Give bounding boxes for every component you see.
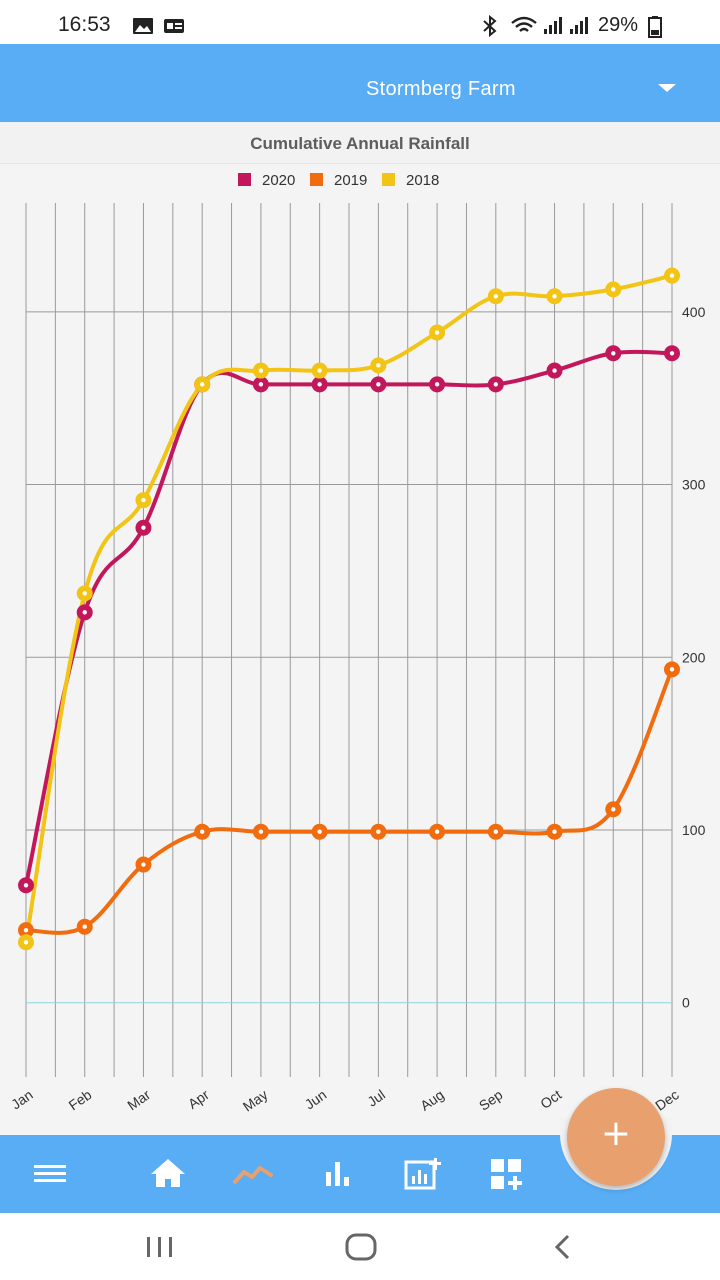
bar-chart-icon[interactable]	[314, 1150, 362, 1198]
legend-label-2020: 2020	[262, 172, 295, 189]
add-dashboard-icon[interactable]	[484, 1150, 532, 1198]
data-point-center	[23, 883, 29, 888]
data-point-center	[493, 294, 499, 299]
legend-label-2019: 2019	[334, 172, 367, 189]
app-header: Stormberg Farm	[0, 44, 720, 122]
signal-icon	[544, 17, 562, 34]
data-point-center	[376, 382, 381, 387]
x-tick-label: Apr	[185, 1086, 212, 1112]
legend-swatch-2020	[238, 173, 251, 186]
data-point-center	[493, 829, 499, 834]
data-point-center	[141, 497, 146, 503]
data-point-center	[23, 927, 29, 933]
x-tick-label: Mar	[124, 1086, 153, 1113]
status-bar: 16:53 29%	[0, 0, 720, 44]
legend-swatch-2019	[310, 173, 323, 186]
x-tick-label: Sep	[476, 1086, 506, 1114]
y-tick-label: 200	[682, 649, 706, 665]
data-point-center	[669, 667, 675, 672]
series-line-2019	[25, 668, 674, 935]
home-icon[interactable]	[144, 1150, 192, 1198]
y-tick-label: 0	[682, 995, 690, 1011]
data-point-center	[611, 351, 616, 356]
x-tick-label: Aug	[417, 1086, 447, 1113]
data-point-center	[434, 829, 440, 834]
x-tick-label: Jan	[8, 1086, 36, 1112]
data-point-center	[199, 829, 205, 834]
data-point-center	[23, 940, 29, 945]
status-time: 16:53	[58, 13, 111, 36]
data-point-center	[258, 368, 264, 373]
data-point-center	[434, 382, 440, 387]
data-point-center	[141, 525, 146, 530]
data-point-center	[141, 862, 146, 867]
data-point-center	[611, 807, 616, 812]
chart-card	[0, 163, 720, 1136]
x-tick-label: May	[240, 1086, 271, 1114]
add-record-button[interactable]: +	[567, 1088, 665, 1186]
farm-selector[interactable]: Stormberg Farm	[366, 78, 516, 100]
battery-icon	[648, 16, 662, 38]
data-point-center	[376, 829, 381, 834]
data-point-center	[493, 382, 499, 387]
recent-apps-icon[interactable]	[143, 1233, 177, 1261]
bluetooth-icon	[483, 15, 497, 37]
legend-label-2018: 2018	[406, 172, 439, 189]
data-point-center	[552, 368, 557, 373]
data-point-center	[552, 294, 557, 299]
data-point-center	[82, 591, 87, 596]
data-point-center	[258, 382, 264, 387]
series-points	[18, 267, 680, 951]
menu-icon[interactable]	[26, 1150, 74, 1198]
chart-title: Cumulative Annual Rainfall	[250, 134, 470, 153]
y-tick-label: 300	[682, 477, 706, 493]
x-tick-label: Jun	[302, 1086, 330, 1112]
line-chart-icon[interactable]	[229, 1150, 277, 1198]
wifi-icon	[511, 16, 537, 32]
legend-swatch-2018	[382, 173, 395, 186]
home-nav-icon[interactable]	[343, 1231, 379, 1263]
chart-legend: 2020 2019 2018	[238, 172, 439, 189]
data-point-center	[611, 287, 616, 292]
data-point-center	[199, 382, 205, 387]
add-chart-icon[interactable]	[399, 1150, 447, 1198]
data-point-center	[258, 829, 264, 834]
rainfall-chart: 2020 2019 2018 0 100 200 300 400 Jan Feb Mar Apr M…	[8, 172, 706, 1115]
data-point-center	[669, 351, 675, 356]
back-icon[interactable]	[548, 1233, 576, 1261]
data-point-center	[82, 924, 87, 929]
signal-icon-2	[570, 17, 588, 34]
gallery-icon	[133, 18, 153, 34]
x-tick-label: Jul	[364, 1086, 388, 1109]
system-nav-bar	[0, 1213, 720, 1280]
data-point-center	[669, 273, 675, 278]
y-tick-label: 100	[682, 822, 706, 838]
data-point-center	[82, 610, 87, 615]
x-tick-label: Oct	[537, 1086, 564, 1112]
y-axis-ticks: 0 100 200 300 400	[682, 304, 706, 1011]
data-point-center	[317, 368, 322, 373]
x-tick-label: Feb	[66, 1086, 95, 1113]
notification-icon	[164, 19, 184, 33]
chevron-down-icon[interactable]	[658, 84, 676, 92]
data-point-center	[317, 829, 322, 834]
vertical-grid	[25, 203, 673, 1077]
y-tick-label: 400	[682, 304, 706, 320]
data-point-center	[376, 363, 381, 368]
data-point-center	[434, 330, 440, 335]
battery-percent: 29%	[598, 14, 639, 36]
data-point-center	[552, 829, 557, 834]
data-point-center	[317, 382, 322, 387]
